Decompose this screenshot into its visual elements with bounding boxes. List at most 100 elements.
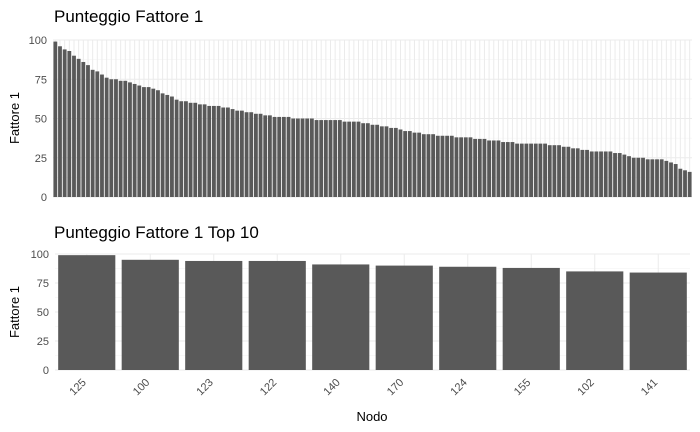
bar — [160, 93, 165, 197]
bar — [629, 272, 687, 370]
bar — [571, 148, 575, 197]
bar — [86, 65, 90, 198]
bar — [58, 46, 62, 197]
bar — [501, 142, 506, 197]
bar — [333, 120, 338, 197]
y-tick-label: 50 — [37, 307, 49, 319]
bar — [170, 96, 174, 197]
bar — [491, 140, 496, 197]
x-tick-label: 141 — [639, 377, 660, 398]
bar — [575, 148, 580, 197]
bar — [687, 171, 692, 197]
bar — [426, 134, 431, 197]
bar — [449, 135, 454, 197]
bar — [463, 137, 468, 197]
x-axis-label: Nodo — [356, 409, 387, 424]
bar — [207, 105, 212, 197]
bar — [502, 267, 560, 370]
y-axis-ticks: 0 25 50 75 100 — [31, 249, 49, 377]
bar — [305, 118, 310, 197]
bar — [230, 109, 235, 197]
bar — [312, 264, 370, 370]
bar — [613, 153, 617, 197]
panel-factor1-top10: Punteggio Fattore 1 Top 10 Fattore 1 Nod… — [7, 223, 690, 424]
bar — [248, 260, 306, 370]
bar — [664, 160, 669, 197]
bar — [185, 260, 243, 370]
bar — [543, 143, 547, 197]
x-tick-label: 102 — [575, 377, 596, 398]
bar — [212, 105, 216, 197]
bar — [361, 123, 366, 197]
bar — [454, 137, 459, 197]
x-tick-label: 125 — [67, 377, 88, 398]
bar — [253, 113, 258, 197]
bar — [636, 157, 641, 197]
bar — [678, 168, 683, 197]
y-tick-label: 75 — [35, 74, 47, 86]
bar — [151, 88, 156, 197]
bar — [566, 271, 624, 370]
x-tick-label: 155 — [512, 377, 533, 398]
bar — [650, 159, 655, 197]
bar — [459, 137, 464, 197]
bar — [384, 126, 389, 197]
bar — [263, 115, 268, 197]
bar — [239, 110, 244, 197]
bar — [202, 104, 207, 197]
bar — [538, 143, 543, 197]
bar — [547, 145, 552, 197]
bar — [314, 120, 319, 197]
bar — [561, 146, 566, 197]
bar — [179, 101, 184, 197]
bar — [90, 69, 95, 197]
bar — [351, 121, 356, 197]
chart-title: Punteggio Fattore 1 Top 10 — [54, 223, 259, 242]
bar — [375, 265, 433, 370]
y-axis-label: Fattore 1 — [7, 92, 22, 144]
bar — [431, 134, 436, 197]
bar — [669, 162, 673, 197]
bar — [435, 135, 440, 197]
bar — [473, 138, 478, 197]
bar — [244, 112, 249, 197]
bar — [552, 145, 557, 197]
chart-title: Punteggio Fattore 1 — [54, 7, 203, 26]
bar — [319, 120, 324, 197]
y-tick-label: 100 — [29, 35, 47, 47]
bar — [277, 116, 282, 197]
bar — [566, 146, 571, 197]
bar — [627, 156, 631, 197]
bar — [309, 118, 314, 197]
bar — [67, 50, 72, 197]
bar — [496, 140, 501, 197]
bar — [477, 138, 482, 197]
bar — [529, 143, 533, 197]
bar — [121, 259, 179, 370]
bar — [510, 142, 515, 197]
bars — [53, 41, 692, 198]
bar — [673, 164, 678, 197]
y-tick-label: 0 — [41, 192, 47, 204]
bar — [622, 154, 627, 197]
bar — [184, 101, 188, 197]
bar — [585, 149, 589, 197]
bar — [267, 115, 272, 197]
bar — [193, 102, 198, 197]
bar — [295, 118, 300, 197]
bar — [655, 159, 659, 197]
bar — [300, 118, 305, 197]
bar — [599, 151, 603, 197]
y-tick-label: 100 — [31, 249, 49, 261]
y-tick-label: 25 — [37, 336, 49, 348]
bar — [589, 151, 594, 197]
bar — [114, 79, 118, 197]
bar — [72, 55, 76, 198]
panel-factor1-all: Punteggio Fattore 1 Fattore 1 0 25 50 75 100 — [7, 7, 692, 204]
bar — [389, 127, 394, 197]
bar — [198, 104, 202, 197]
bar — [370, 124, 375, 197]
bar — [62, 49, 67, 197]
bar — [468, 137, 473, 197]
